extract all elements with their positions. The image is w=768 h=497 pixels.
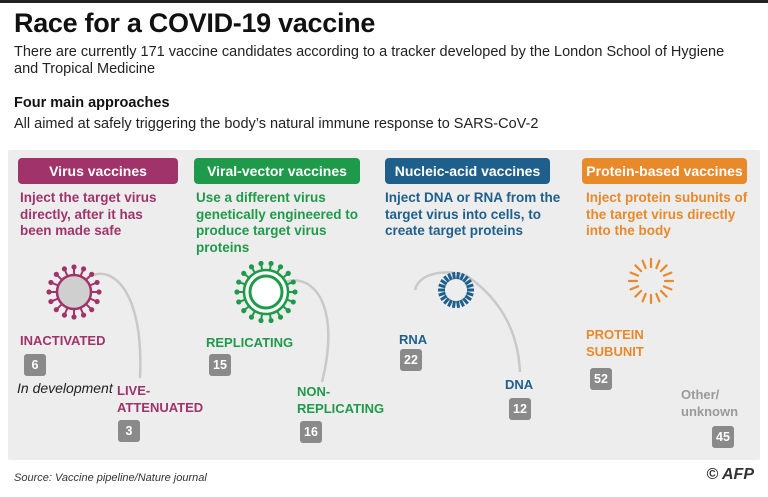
desc-virus-vaccines: Inject the target virus directly, after … xyxy=(20,190,157,238)
protein-subunit-icon xyxy=(627,257,675,305)
count-other-unknown: 45 xyxy=(712,426,734,448)
count-non-replicating: 16 xyxy=(300,421,322,443)
count-protein-subunit: 52 xyxy=(590,368,612,390)
label-non-replicating: NON-REPLICATING xyxy=(297,384,385,416)
count-inactivated: 6 xyxy=(24,354,46,376)
count-dna: 12 xyxy=(509,398,531,420)
count-live-attenuated: 3 xyxy=(118,420,140,442)
note-in-development: In development xyxy=(17,380,113,396)
desc-protein-based-vaccines: Inject protein subunits of the target vi… xyxy=(586,190,748,238)
section-title: Four main approaches xyxy=(14,95,170,111)
inactivated-virus-icon xyxy=(46,264,102,320)
nucleic-connector-arc xyxy=(413,271,522,373)
desc-viral-vector-vaccines: Use a different virus genetically engine… xyxy=(196,190,359,255)
label-rna: RNA xyxy=(399,332,428,347)
badge-viral-vector-vaccines: Viral-vector vaccines xyxy=(194,158,360,184)
label-live-attenuated: LIVE-ATTENUATED xyxy=(117,383,204,415)
label-protein-subunit: PROTEIN SUBUNIT xyxy=(586,327,644,359)
nucleic-acid-icon xyxy=(438,271,474,309)
badge-nucleic-acid-vaccines: Nucleic-acid vaccines xyxy=(385,158,550,184)
source-note: Source: Vaccine pipeline/Nature journal xyxy=(14,472,207,484)
page-subtitle: There are currently 171 vaccine candidat… xyxy=(14,44,725,77)
desc-nucleic-acid-vaccines: Inject DNA or RNA from the target virus … xyxy=(385,190,561,238)
label-inactivated: INACTIVATED xyxy=(20,333,106,348)
section-subtitle: All aimed at safely triggering the body’… xyxy=(14,116,539,132)
label-replicating: REPLICATING xyxy=(206,335,294,350)
label-other-unknown: Other/ unknown xyxy=(681,387,739,419)
count-replicating: 15 xyxy=(209,354,231,376)
count-rna: 22 xyxy=(400,349,422,371)
afp-logo: © AFP xyxy=(706,466,754,483)
top-rule xyxy=(0,0,768,3)
label-dna: DNA xyxy=(505,377,534,392)
badge-virus-vaccines: Virus vaccines xyxy=(18,158,178,184)
page-title: Race for a COVID-19 vaccine xyxy=(14,8,376,38)
viral-vector-icon xyxy=(234,260,298,324)
badge-protein-based-vaccines: Protein-based vaccines xyxy=(582,158,747,184)
